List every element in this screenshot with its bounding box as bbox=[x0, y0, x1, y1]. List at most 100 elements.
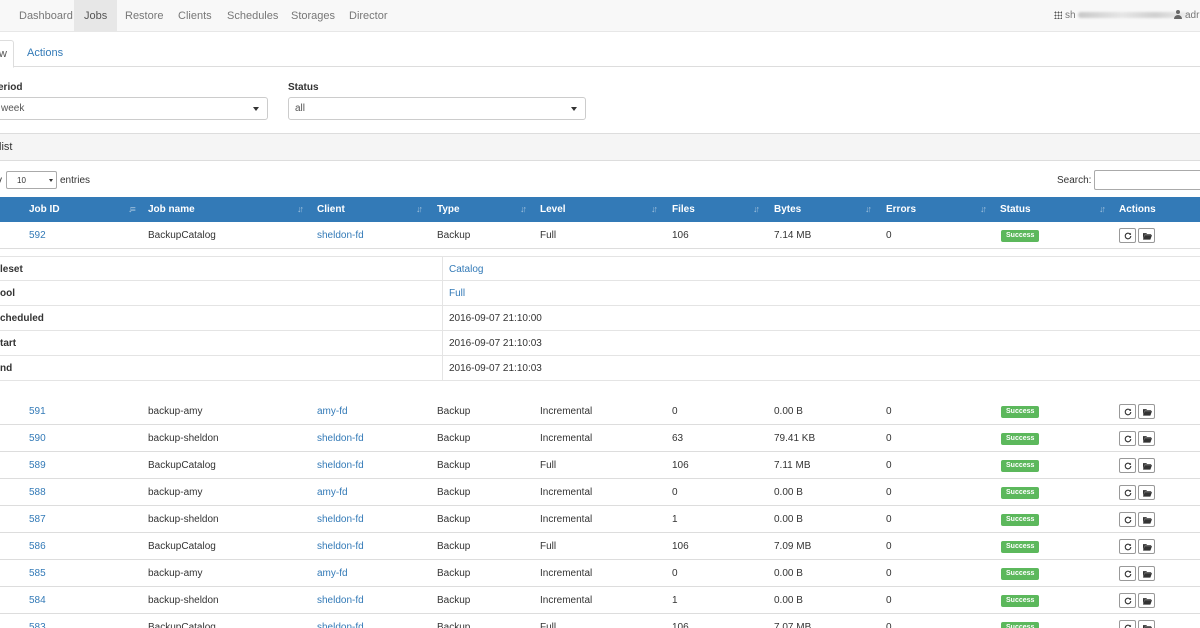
job-id-link[interactable]: 586 bbox=[29, 541, 46, 552]
table-row: 589 BackupCatalog sheldon-fd Backup Full 106 7… bbox=[0, 452, 1200, 479]
job-id-link[interactable]: 583 bbox=[29, 622, 46, 628]
client-link[interactable]: sheldon-fd bbox=[317, 622, 364, 628]
col-level[interactable]: Level bbox=[540, 204, 566, 215]
job-files: 106 bbox=[672, 622, 689, 628]
job-files: 0 bbox=[672, 406, 678, 417]
job-name: backup-amy bbox=[148, 568, 203, 579]
job-id-link[interactable]: 588 bbox=[29, 487, 46, 498]
restore-job-button[interactable] bbox=[1138, 539, 1155, 554]
job-bytes: 0.00 B bbox=[774, 514, 803, 525]
restore-job-button[interactable] bbox=[1138, 593, 1155, 608]
restore-job-button[interactable] bbox=[1138, 620, 1155, 628]
status-value: all bbox=[295, 103, 306, 114]
nav-schedules[interactable]: Schedules bbox=[227, 10, 279, 22]
job-files: 106 bbox=[672, 460, 689, 471]
job-id-link[interactable]: 584 bbox=[29, 595, 46, 606]
nav-dashboard[interactable]: Dashboard bbox=[19, 10, 73, 22]
restore-job-button[interactable] bbox=[1138, 485, 1155, 500]
job-id-link[interactable]: 592 bbox=[29, 230, 46, 241]
restore-job-button[interactable] bbox=[1138, 431, 1155, 446]
folder-open-icon bbox=[1143, 571, 1152, 578]
rerun-job-button[interactable] bbox=[1119, 512, 1136, 527]
tab-actions[interactable]: Actions bbox=[27, 47, 64, 59]
table-row: 583 BackupCatalog sheldon-fd Backup Full 106 7… bbox=[0, 614, 1200, 628]
job-type: Backup bbox=[437, 487, 471, 498]
client-link[interactable]: amy-fd bbox=[317, 406, 348, 417]
period-select[interactable]: week bbox=[0, 97, 268, 120]
user-menu[interactable]: adr bbox=[1174, 0, 1199, 32]
status-badge: Success bbox=[1001, 568, 1040, 580]
job-level: Full bbox=[540, 622, 557, 628]
client-link[interactable]: amy-fd bbox=[317, 568, 348, 579]
nav-jobs[interactable]: Jobs bbox=[74, 0, 118, 32]
director-selector[interactable]: sh bbox=[1054, 0, 1188, 32]
nav-director[interactable]: Director bbox=[349, 10, 388, 22]
sort-icon: ↓↑ bbox=[865, 204, 872, 214]
job-id-link[interactable]: 591 bbox=[29, 406, 46, 417]
restore-job-button[interactable] bbox=[1138, 404, 1155, 419]
status-label: Status bbox=[288, 82, 319, 93]
col-job-id[interactable]: Job ID bbox=[29, 204, 60, 215]
panel-heading: list bbox=[0, 133, 1200, 161]
job-detail-row: cheduled 2016-09-07 21:10:00 bbox=[0, 306, 1200, 331]
restore-job-button[interactable] bbox=[1138, 458, 1155, 473]
client-link[interactable]: sheldon-fd bbox=[317, 595, 364, 606]
rerun-job-button[interactable] bbox=[1119, 404, 1136, 419]
sort-icon: ↓↑ bbox=[1099, 204, 1106, 214]
client-link[interactable]: sheldon-fd bbox=[317, 541, 364, 552]
restore-job-button[interactable] bbox=[1138, 512, 1155, 527]
job-id-link[interactable]: 590 bbox=[29, 433, 46, 444]
restore-job-button[interactable] bbox=[1138, 228, 1155, 243]
job-errors: 0 bbox=[886, 514, 892, 525]
sort-icon: ↓↑ bbox=[520, 204, 527, 214]
col-type[interactable]: Type bbox=[437, 204, 460, 215]
col-errors[interactable]: Errors bbox=[886, 204, 917, 215]
folder-open-icon bbox=[1143, 625, 1152, 628]
col-files[interactable]: Files bbox=[672, 204, 695, 215]
job-errors: 0 bbox=[886, 406, 892, 417]
client-link[interactable]: sheldon-fd bbox=[317, 460, 364, 471]
job-id-link[interactable]: 587 bbox=[29, 514, 46, 525]
rerun-job-button[interactable] bbox=[1119, 228, 1136, 243]
rerun-job-button[interactable] bbox=[1119, 458, 1136, 473]
rerun-job-button[interactable] bbox=[1119, 485, 1136, 500]
job-errors: 0 bbox=[886, 460, 892, 471]
search-input[interactable] bbox=[1094, 170, 1200, 190]
job-bytes: 7.14 MB bbox=[774, 230, 812, 241]
client-link[interactable]: sheldon-fd bbox=[317, 433, 364, 444]
status-select[interactable]: all bbox=[288, 97, 586, 120]
job-detail-link[interactable]: Full bbox=[449, 288, 466, 299]
col-job-name[interactable]: Job name bbox=[148, 204, 195, 215]
col-client[interactable]: Client bbox=[317, 204, 345, 215]
rerun-job-button[interactable] bbox=[1119, 593, 1136, 608]
job-type: Backup bbox=[437, 514, 471, 525]
client-link[interactable]: amy-fd bbox=[317, 487, 348, 498]
entries-length-select[interactable]: 10 bbox=[6, 171, 57, 189]
rerun-job-button[interactable] bbox=[1119, 431, 1136, 446]
nav-clients[interactable]: Clients bbox=[178, 10, 212, 22]
job-level: Incremental bbox=[540, 514, 593, 525]
sort-icon: ↓↑ bbox=[753, 204, 760, 214]
job-level: Incremental bbox=[540, 568, 593, 579]
job-id-link[interactable]: 589 bbox=[29, 460, 46, 471]
table-row: 591 backup-amy amy-fd Backup Incremental 0 0.0… bbox=[0, 398, 1200, 425]
job-errors: 0 bbox=[886, 622, 892, 628]
refresh-icon bbox=[1124, 408, 1132, 416]
rerun-job-button[interactable] bbox=[1119, 620, 1136, 628]
client-link[interactable]: sheldon-fd bbox=[317, 514, 364, 525]
rerun-job-button[interactable] bbox=[1119, 566, 1136, 581]
status-badge: Success bbox=[1001, 487, 1040, 499]
restore-job-button[interactable] bbox=[1138, 566, 1155, 581]
nav-restore[interactable]: Restore bbox=[125, 10, 164, 22]
tab-overview[interactable]: w bbox=[0, 40, 14, 68]
job-bytes: 7.11 MB bbox=[774, 460, 811, 471]
table-header: Job ID ↓≡ Job name ↓↑ Client ↓↑ Type ↓↑ … bbox=[0, 197, 1200, 222]
col-status[interactable]: Status bbox=[1000, 204, 1031, 215]
rerun-job-button[interactable] bbox=[1119, 539, 1136, 554]
job-id-link[interactable]: 585 bbox=[29, 568, 46, 579]
job-detail-row: tart 2016-09-07 21:10:03 bbox=[0, 331, 1200, 356]
job-detail-link[interactable]: Catalog bbox=[449, 264, 484, 275]
client-link[interactable]: sheldon-fd bbox=[317, 230, 364, 241]
nav-storages[interactable]: Storages bbox=[291, 10, 336, 22]
col-bytes[interactable]: Bytes bbox=[774, 204, 802, 215]
